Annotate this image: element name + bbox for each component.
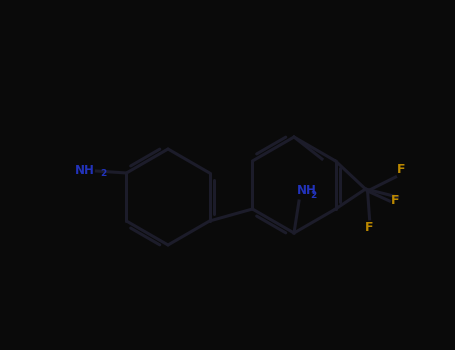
- Text: F: F: [397, 163, 405, 176]
- Text: 2: 2: [310, 191, 316, 200]
- Text: NH: NH: [75, 164, 95, 177]
- Text: 2: 2: [100, 169, 106, 178]
- Text: NH: NH: [297, 184, 317, 197]
- Text: F: F: [390, 195, 399, 208]
- Text: F: F: [365, 221, 374, 234]
